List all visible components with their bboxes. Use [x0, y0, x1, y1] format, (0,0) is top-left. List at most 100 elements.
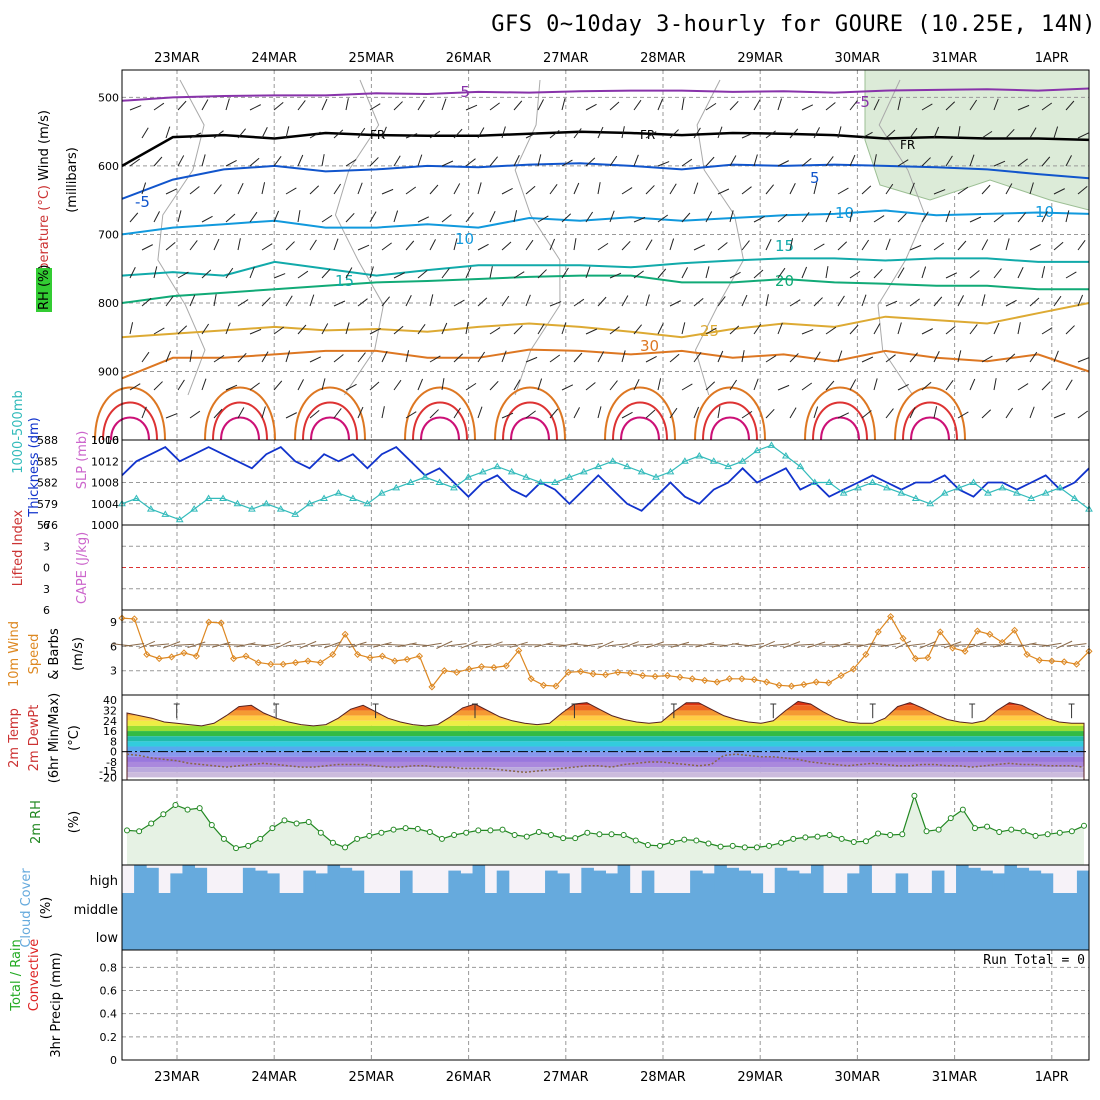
rh-marker	[354, 835, 361, 842]
wind-barb	[585, 382, 596, 391]
slp-marker	[883, 483, 891, 491]
wind-barb-10m	[670, 641, 690, 648]
wind-barb-10m	[236, 642, 256, 648]
wind-barb	[321, 323, 329, 335]
wind-barb	[1017, 322, 1021, 335]
rh-marker	[269, 825, 276, 832]
wind-speed-marker	[168, 653, 176, 661]
wind-barb	[513, 325, 523, 335]
wind-barb-10m	[261, 642, 281, 647]
wind-barb	[681, 267, 688, 279]
cloud-high-bar	[617, 865, 631, 893]
li-tick-label: 6	[43, 604, 50, 617]
wind-barb	[897, 98, 902, 111]
wind-tick-label: 3	[110, 665, 117, 678]
wind-barb	[525, 239, 534, 251]
wind-barb	[513, 210, 518, 223]
cloud-high-bar	[1040, 873, 1054, 893]
isotherm-label: -5	[855, 93, 870, 111]
ylabel-ms: (m/s)	[71, 637, 86, 671]
wind-barb	[1029, 182, 1034, 195]
wind-speed-marker	[118, 614, 126, 622]
wind-barb	[597, 351, 605, 363]
slp-marker	[724, 462, 733, 470]
wind-barb	[729, 100, 739, 111]
isotherm-20	[121, 274, 1089, 304]
rh-marker	[426, 828, 433, 835]
slp-marker	[435, 478, 444, 485]
wind-barb	[717, 242, 728, 251]
wind-barb	[453, 353, 464, 363]
wind-barb	[609, 326, 620, 335]
wind-barb	[249, 382, 260, 391]
wind-barb	[1041, 102, 1053, 111]
slp-marker	[406, 478, 415, 485]
wind-speed-marker	[862, 650, 870, 659]
wind-barb	[729, 325, 740, 335]
wind-barb	[729, 155, 737, 167]
wind-barb	[165, 413, 178, 419]
wind-barb	[189, 294, 196, 307]
wind-speed-marker	[205, 618, 213, 626]
wind-barb	[801, 382, 813, 391]
rh-marker	[317, 829, 324, 836]
wind-barb	[417, 216, 430, 223]
isotherm-label: 20	[775, 272, 794, 290]
wind-barb-10m	[905, 643, 926, 647]
wind-barb	[321, 154, 325, 167]
wind-barb	[765, 355, 777, 363]
slp-marker	[680, 457, 689, 464]
wind-barb	[657, 161, 670, 167]
wind-barb	[141, 406, 147, 419]
wind-barb	[873, 154, 877, 167]
wind-barb	[861, 294, 867, 307]
rh-legend-swatch	[36, 268, 52, 312]
rh-marker	[632, 837, 639, 844]
cloud-high-bar	[170, 873, 183, 893]
slp-marker	[782, 451, 790, 459]
wind-barb	[1041, 156, 1051, 167]
wind-barb	[285, 350, 291, 363]
wind-barb	[825, 156, 834, 167]
date-label-bottom: 25MAR	[349, 1070, 395, 1085]
wind-barb	[861, 239, 870, 251]
cloud-high-bar	[641, 870, 655, 893]
rh-marker	[887, 832, 894, 839]
wind-barb	[825, 380, 835, 391]
slp-marker	[969, 478, 978, 485]
wind-barb	[933, 242, 945, 251]
wind-barb	[297, 379, 304, 391]
wind-barb	[261, 406, 266, 419]
wind-barb	[681, 383, 693, 391]
wind-barb	[321, 214, 333, 223]
cloud-high-bar	[1004, 865, 1017, 893]
wind-barb	[849, 379, 857, 391]
wind-barb	[549, 408, 559, 419]
rh-marker	[620, 832, 627, 839]
wind-barb	[765, 184, 775, 195]
slp-marker	[262, 499, 271, 507]
wind-barb	[405, 133, 418, 139]
wind-barb	[129, 212, 139, 223]
rh-contour	[157, 79, 206, 396]
wind-barb	[249, 328, 262, 335]
wind-speed-marker	[130, 615, 138, 623]
wind-barb	[741, 132, 754, 139]
wind-barb	[693, 182, 699, 195]
wind-barb-10m	[471, 643, 492, 647]
ylabel-rh-pct: (%)	[67, 811, 82, 834]
wind-barb	[1053, 188, 1065, 195]
wind-barb	[129, 267, 136, 279]
rh-marker	[305, 818, 312, 825]
ylabel-thickness-b: Thickness (dm)	[27, 417, 42, 517]
rh-marker	[281, 817, 288, 824]
slp-tick-label: 1016	[91, 434, 119, 447]
slp-tick-label: 1008	[91, 477, 119, 490]
wind-barb-10m	[335, 643, 356, 646]
wind-barb	[765, 408, 775, 419]
wind-barb	[261, 297, 271, 307]
wind-speed-marker	[292, 659, 300, 667]
cloud-high-bar	[1028, 870, 1042, 893]
wind-frame	[121, 609, 1090, 696]
wind-speed-marker	[639, 672, 647, 680]
